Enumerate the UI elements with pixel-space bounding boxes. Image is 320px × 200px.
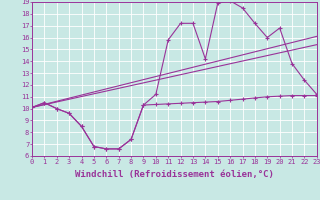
X-axis label: Windchill (Refroidissement éolien,°C): Windchill (Refroidissement éolien,°C)	[75, 170, 274, 179]
